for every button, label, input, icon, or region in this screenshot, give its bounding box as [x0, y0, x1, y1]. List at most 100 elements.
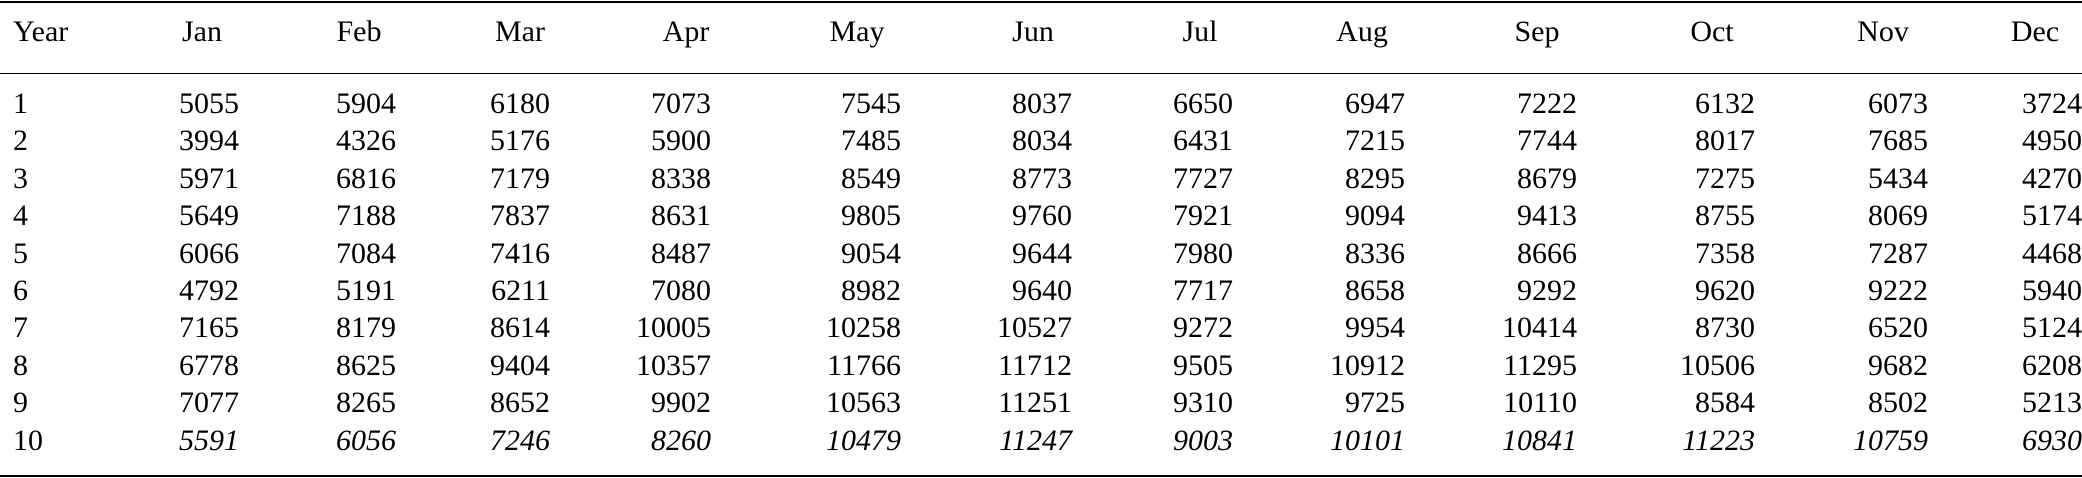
column-header-jun: Jun: [1012, 15, 1054, 48]
value-cell: 8652: [490, 386, 550, 420]
value-cell: 3724: [2022, 87, 2082, 120]
value-cell: 10841: [1502, 423, 1577, 457]
value-cell: 11223: [1682, 423, 1755, 457]
column-header-feb: Feb: [336, 15, 382, 48]
value-cell: 7980: [1173, 236, 1233, 270]
column-header-may: May: [829, 15, 885, 48]
value-cell: 6947: [1345, 87, 1405, 120]
table-row: 6 4792 5191 6211 7080 8982 9640 7717 8658 9292 962…: [0, 273, 2082, 309]
value-cell: 4270: [2022, 161, 2082, 195]
value-cell: 6778: [179, 348, 239, 382]
column-header-sep: Sep: [1514, 15, 1560, 48]
value-cell: 8338: [651, 161, 711, 195]
value-cell: 5591: [179, 423, 239, 457]
value-cell: 9094: [1345, 199, 1405, 233]
value-cell: 8614: [490, 311, 550, 345]
year-cell: 7: [13, 311, 28, 345]
value-cell: 5904: [336, 87, 396, 120]
value-cell: 10258: [826, 311, 901, 345]
value-cell: 6066: [179, 236, 239, 270]
table-row: 1 5055 5904 6180 7073 7545 8037 6650 6947 7222 613…: [0, 86, 2082, 122]
value-cell: 6208: [2022, 348, 2082, 382]
table-row: 7 7165 8179 8614 10005 10258 10527 9272 9954 1041…: [0, 310, 2082, 346]
value-cell: 9760: [1012, 199, 1072, 233]
value-cell: 10110: [1503, 386, 1577, 420]
value-cell: 10101: [1330, 423, 1405, 457]
value-cell: 8584: [1695, 386, 1755, 420]
column-header-aug: Aug: [1336, 15, 1388, 48]
value-cell: 11251: [998, 386, 1072, 420]
table-row: 9 7077 8265 8652 9902 10563 11251 9310 9725 10110…: [0, 385, 2082, 421]
value-cell: 8179: [336, 311, 396, 345]
value-cell: 11766: [827, 348, 901, 382]
value-cell: 7727: [1173, 161, 1233, 195]
year-cell: 6: [13, 274, 28, 307]
table-top-rule: [0, 1, 2082, 3]
value-cell: 7179: [490, 161, 550, 195]
value-cell: 7222: [1517, 87, 1577, 120]
value-cell: 5213: [2022, 386, 2082, 420]
value-cell: 11712: [998, 348, 1072, 382]
table-header-row: Year Jan Feb Mar Apr May Jun Jul Aug Sep…: [0, 14, 2082, 50]
value-cell: 9292: [1517, 274, 1577, 307]
value-cell: 8265: [336, 386, 396, 420]
year-cell: 2: [13, 124, 28, 158]
value-cell: 7084: [336, 236, 396, 270]
value-cell: 7416: [490, 236, 550, 270]
value-cell: 6180: [490, 87, 550, 120]
value-cell: 7246: [490, 423, 550, 457]
value-cell: 10479: [826, 423, 901, 457]
value-cell: 7287: [1868, 236, 1928, 270]
table-row: 2 3994 4326 5176 5900 7485 8034 6431 7215 7744 801…: [0, 123, 2082, 159]
value-cell: 8549: [841, 161, 901, 195]
value-cell: 10527: [997, 311, 1072, 345]
value-cell: 7358: [1695, 236, 1755, 270]
value-cell: 8336: [1345, 236, 1405, 270]
value-cell: 10912: [1330, 348, 1405, 382]
value-cell: 5174: [2022, 199, 2082, 233]
value-cell: 8679: [1517, 161, 1577, 195]
value-cell: 4792: [179, 274, 239, 307]
value-cell: 6132: [1695, 87, 1755, 120]
value-cell: 8773: [1012, 161, 1072, 195]
table-row: 5 6066 7084 7416 8487 9054 9644 7980 8336 8666 735…: [0, 236, 2082, 272]
value-cell: 8730: [1695, 311, 1755, 345]
value-cell: 10005: [636, 311, 711, 345]
value-cell: 5971: [179, 161, 239, 195]
value-cell: 11247: [999, 423, 1072, 457]
value-cell: 6056: [336, 423, 396, 457]
value-cell: 7275: [1695, 161, 1755, 195]
table-row: 10 5591 6056 7246 8260 10479 11247 9003 10101 108…: [0, 423, 2082, 459]
value-cell: 6930: [2022, 423, 2082, 457]
value-cell: 6650: [1173, 87, 1233, 120]
value-cell: 9310: [1173, 386, 1233, 420]
value-cell: 5900: [651, 124, 711, 158]
value-cell: 9054: [841, 236, 901, 270]
value-cell: 9404: [490, 348, 550, 382]
value-cell: 6816: [336, 161, 396, 195]
table-header-rule: [0, 73, 2082, 74]
column-header-nov: Nov: [1857, 15, 1909, 48]
value-cell: 5940: [2022, 274, 2082, 307]
value-cell: 7921: [1173, 199, 1233, 233]
value-cell: 7485: [841, 124, 901, 158]
value-cell: 9222: [1868, 274, 1928, 307]
value-cell: 6431: [1173, 124, 1233, 158]
value-cell: 10563: [826, 386, 901, 420]
table-bottom-rule: [0, 475, 2082, 477]
value-cell: 4326: [336, 124, 396, 158]
value-cell: 10414: [1502, 311, 1577, 345]
value-cell: 8666: [1517, 236, 1577, 270]
value-cell: 9003: [1173, 423, 1233, 457]
value-cell: 7717: [1173, 274, 1233, 307]
value-cell: 5649: [179, 199, 239, 233]
value-cell: 11295: [1503, 348, 1577, 382]
value-cell: 3994: [179, 124, 239, 158]
value-cell: 8069: [1868, 199, 1928, 233]
value-cell: 9640: [1012, 274, 1072, 307]
year-cell: 9: [13, 386, 28, 420]
year-cell: 10: [13, 423, 43, 457]
value-cell: 8034: [1012, 124, 1072, 158]
year-cell: 8: [13, 348, 28, 382]
value-cell: 9644: [1012, 236, 1072, 270]
